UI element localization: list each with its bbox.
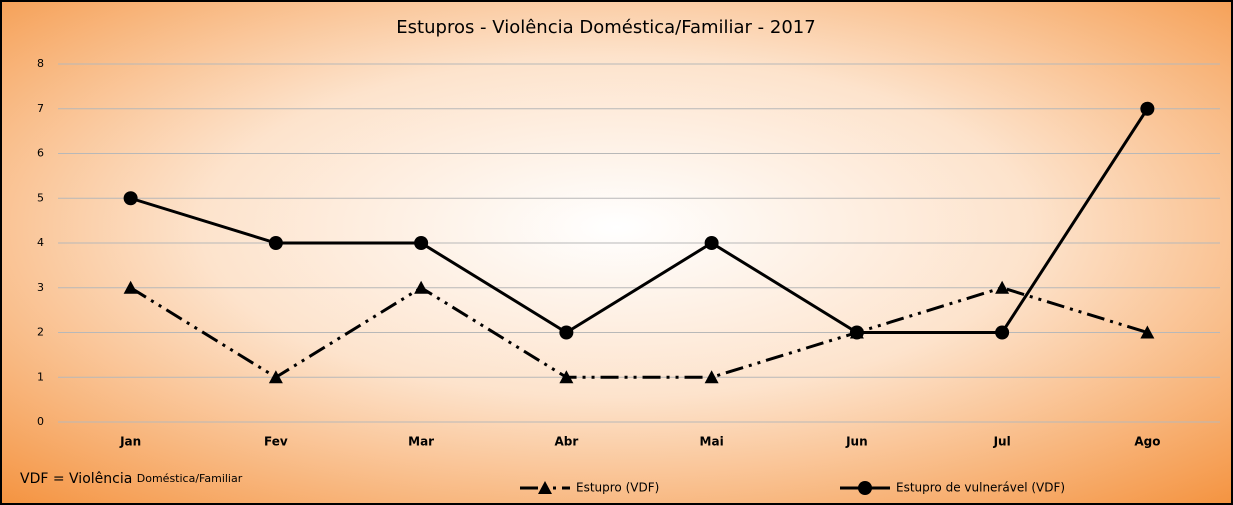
y-tick-label: 7	[37, 102, 44, 115]
y-tick-label: 0	[37, 415, 44, 428]
legend-label: Estupro de vulnerável (VDF)	[896, 481, 1065, 495]
x-tick-label: Mar	[408, 435, 434, 449]
line	[130, 107, 1149, 335]
marker-triangle	[414, 280, 429, 294]
line	[129, 285, 1148, 380]
chart-title: Estupros - Violência Doméstica/Familiar …	[396, 17, 815, 38]
legend-label: Estupro (VDF)	[576, 481, 659, 495]
x-tick-label: Ago	[1134, 435, 1160, 449]
y-tick-label: 1	[37, 370, 44, 383]
y-tick-label: 2	[37, 326, 44, 339]
y-tick-label: 3	[37, 281, 44, 294]
marker-triangle	[704, 370, 719, 384]
y-tick-label: 6	[37, 147, 44, 160]
x-tick-label: Jul	[993, 435, 1011, 449]
marker-circle	[414, 236, 429, 250]
x-tick-label: Mai	[700, 435, 724, 449]
marker-circle	[559, 325, 574, 340]
legend-marker	[538, 481, 552, 494]
marker-triangle	[268, 370, 283, 384]
marker-circle	[123, 191, 138, 206]
marker-circle	[995, 325, 1010, 340]
marker-triangle	[123, 280, 138, 294]
marker-circle	[1140, 101, 1155, 116]
x-tick-label: Abr	[554, 435, 578, 449]
marker-triangle	[1140, 325, 1155, 339]
annotation-part: VDF = Violência	[20, 471, 132, 487]
y-tick-label: 4	[37, 236, 44, 249]
marker-triangle	[559, 370, 574, 384]
marker-circle	[704, 236, 719, 250]
annotation: VDF = Violência Doméstica/Familiar	[20, 471, 243, 487]
y-tick-label: 8	[37, 57, 44, 70]
x-tick-label: Jan	[119, 435, 141, 449]
marker-triangle	[995, 280, 1010, 294]
annotation-part: Doméstica/Familiar	[137, 472, 243, 485]
marker-circle	[268, 236, 283, 250]
x-tick-label: Fev	[264, 435, 288, 449]
x-tick-label: Jun	[845, 435, 868, 449]
marker-circle	[849, 325, 864, 340]
legend-marker	[858, 481, 872, 495]
y-tick-label: 5	[37, 191, 44, 204]
